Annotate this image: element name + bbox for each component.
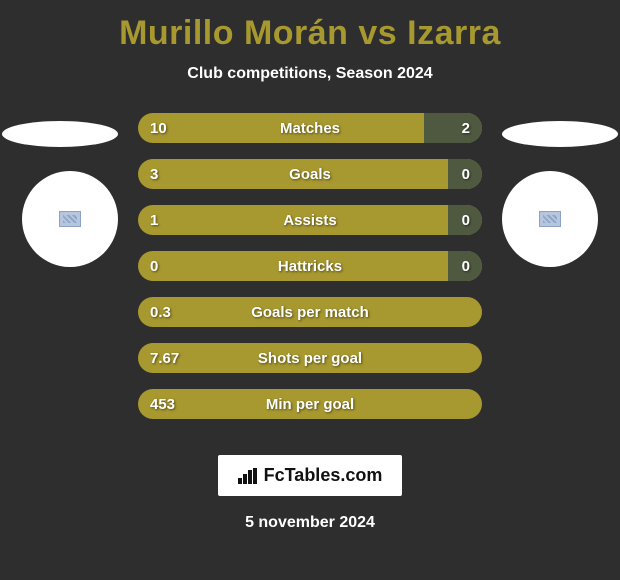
subtitle: Club competitions, Season 2024 <box>0 65 620 83</box>
stat-row: 30Goals <box>138 159 482 189</box>
stat-right-value <box>458 297 482 327</box>
bar-chart-icon <box>238 468 258 484</box>
stat-row: 102Matches <box>138 113 482 143</box>
stat-row: 7.67Shots per goal <box>138 343 482 373</box>
stat-left-value: 453 <box>138 389 187 419</box>
player-left-pedestal-top <box>2 121 118 147</box>
page-title: Murillo Morán vs Izarra <box>0 0 620 53</box>
stat-left-value: 0.3 <box>138 297 183 327</box>
stat-left-value: 7.67 <box>138 343 191 373</box>
stat-right-value: 2 <box>450 113 482 143</box>
date-label: 5 november 2024 <box>0 514 620 532</box>
stat-row: 10Assists <box>138 205 482 235</box>
stat-left-value: 0 <box>138 251 170 281</box>
comparison-stage: 102Matches30Goals10Assists00Hattricks0.3… <box>0 113 620 453</box>
stat-bars: 102Matches30Goals10Assists00Hattricks0.3… <box>138 113 482 435</box>
fctables-logo: FcTables.com <box>218 455 403 496</box>
stat-left-value: 10 <box>138 113 179 143</box>
stat-right-value <box>458 389 482 419</box>
player-right-avatar <box>502 171 598 267</box>
logo-text: FcTables.com <box>264 465 383 486</box>
stat-right-value: 0 <box>450 251 482 281</box>
stat-row: 0.3Goals per match <box>138 297 482 327</box>
placeholder-image-icon <box>59 211 81 227</box>
stat-left-value: 3 <box>138 159 170 189</box>
player-left-avatar <box>22 171 118 267</box>
stat-right-value: 0 <box>450 159 482 189</box>
player-right-pedestal-top <box>502 121 618 147</box>
stat-right-value: 0 <box>450 205 482 235</box>
stat-right-value <box>458 343 482 373</box>
placeholder-image-icon <box>539 211 561 227</box>
stat-row: 00Hattricks <box>138 251 482 281</box>
stat-left-value: 1 <box>138 205 170 235</box>
stat-row: 453Min per goal <box>138 389 482 419</box>
